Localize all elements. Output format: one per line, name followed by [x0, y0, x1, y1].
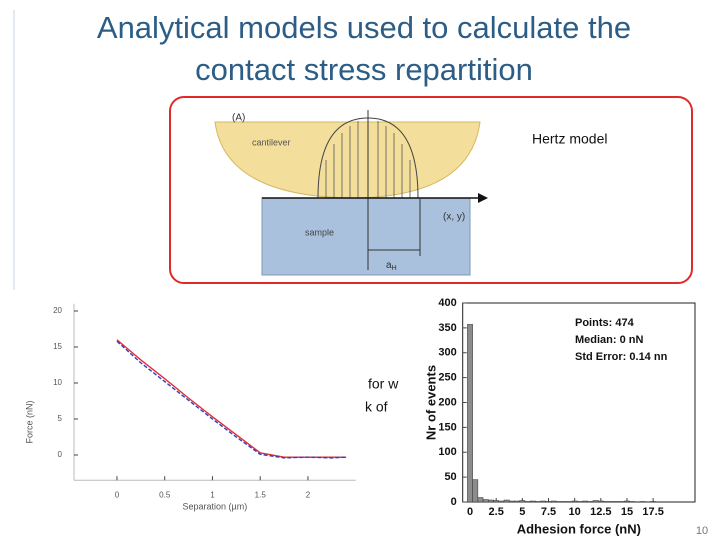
histogram-bar: [550, 500, 557, 503]
page-number: 10: [696, 525, 708, 537]
sample-label: sample: [305, 227, 334, 237]
highlight-box: [169, 96, 693, 284]
x-tick-label: 15: [621, 506, 633, 518]
y-tick-label: 15: [53, 342, 62, 351]
cantilever-label: cantilever: [252, 137, 291, 147]
x-tick-label: 12.5: [590, 506, 611, 518]
line-series: [116, 340, 347, 459]
y-tick-label: 200: [438, 396, 456, 408]
x-tick-label: 10: [569, 506, 581, 518]
x-axis-title: Adhesion force (nN): [517, 521, 641, 536]
histogram-bar: [477, 497, 484, 503]
arrow-head: [478, 193, 488, 203]
x-tick-label: 0: [467, 506, 473, 518]
y-tick-label: 350: [438, 322, 456, 334]
histogram-bar: [488, 499, 494, 503]
histogram-bar: [592, 500, 599, 503]
x-tick-label: 17.5: [642, 506, 663, 518]
radius-label: aH: [386, 260, 397, 272]
radius-subscript: H: [392, 265, 397, 272]
x-tick-label: 5: [519, 506, 525, 518]
y-tick-label: 10: [53, 378, 62, 387]
chart-bg: [408, 295, 700, 530]
histogram-bar: [571, 500, 578, 503]
y-tick-label: 100: [438, 446, 456, 458]
histogram-bar: [509, 500, 515, 503]
annotation: Points: 474: [575, 317, 635, 329]
y-tick-label: 50: [444, 471, 456, 483]
histogram-bar: [529, 500, 536, 503]
annotation: Median: 0 nN: [575, 334, 644, 346]
histogram-bar: [493, 500, 500, 503]
x-tick-label: 1.5: [255, 490, 267, 499]
x-tick-label: 0.5: [159, 490, 171, 499]
y-tick-label: 300: [438, 347, 456, 359]
x-tick-label: 1: [210, 490, 215, 499]
y-tick-label: 150: [438, 421, 456, 433]
hertz-diagram: (A) cantilever sample (x, y) aH: [214, 108, 488, 278]
chart: 0 5 10 15 20 0 0.5 1 1.5 2 Separation (µm) Force (n…: [22, 295, 365, 515]
y-tick-label: 5: [58, 414, 63, 423]
x-tick-label: 7.5: [541, 506, 556, 518]
hidden-text: for w: [368, 376, 399, 392]
histogram-bar: [540, 500, 547, 503]
y-axis-title: Force (nN): [24, 400, 34, 443]
box-label: Hertz model: [532, 131, 607, 147]
histogram-bar: [624, 500, 630, 503]
y-tick-label: 20: [53, 306, 62, 315]
x-axis-title: Separation (µm): [182, 502, 247, 512]
y-axis-title: Nr of events: [423, 365, 438, 440]
histogram-bar: [482, 499, 489, 503]
histogram-bar: [467, 324, 473, 503]
histogram-bar: [597, 500, 604, 503]
y-tick-label: 400: [438, 297, 456, 309]
line-series: [116, 339, 347, 458]
hidden-text: ck of: [358, 399, 388, 415]
chart: 0 50 100 150 200 250 300 350 400 0 2.5 5 7.5 10 12.5 15…: [408, 295, 700, 536]
radius-symbol: a: [386, 260, 392, 271]
annotation: Std Error: 0.14 nn: [575, 351, 668, 363]
x-tick-label: 0: [115, 490, 120, 499]
histogram-bar: [519, 500, 526, 503]
pressure-hatch: [325, 121, 411, 198]
y-tick-label: 0: [58, 450, 63, 459]
point-label: (x, y): [443, 212, 465, 223]
y-tick-label: 250: [438, 372, 456, 384]
title-line: contact stress repartition: [195, 52, 533, 87]
sample-block: [261, 197, 471, 276]
y-tick-label: 0: [451, 496, 457, 508]
histogram-bar: [582, 500, 588, 503]
histogram-bar: [514, 500, 520, 503]
x-tick-label: 2: [306, 490, 311, 499]
x-tick-label: 2.5: [489, 506, 504, 518]
histogram-bar: [503, 499, 510, 503]
title-line: Analytical models used to calculate the: [97, 10, 631, 45]
panel-label: (A): [232, 113, 245, 124]
histogram-bar: [472, 479, 479, 503]
histogram-bar: [498, 500, 505, 503]
